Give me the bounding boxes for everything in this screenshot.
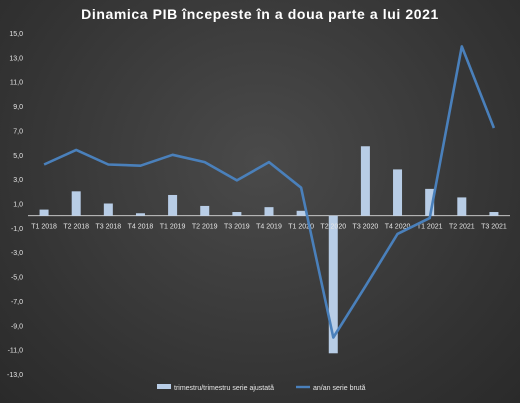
y-tick-label: 3,0 bbox=[13, 177, 23, 184]
bar-mark bbox=[264, 207, 274, 216]
y-tick-label: 1,0 bbox=[13, 202, 23, 209]
bar-mark bbox=[360, 146, 370, 216]
y-tick-label: -11,0 bbox=[8, 348, 24, 355]
x-tick-label: T3 2020 bbox=[353, 224, 379, 231]
x-tick-label: T4 2020 bbox=[385, 224, 411, 231]
bar-mark bbox=[232, 212, 242, 216]
bar-mark bbox=[71, 191, 81, 216]
y-tick-label: -7,0 bbox=[11, 299, 23, 306]
bar-mark bbox=[168, 194, 178, 216]
x-tick-label: T1 2019 bbox=[160, 224, 186, 231]
x-tick-label: T2 2018 bbox=[63, 224, 89, 231]
bar-mark bbox=[296, 210, 306, 216]
bar-mark bbox=[489, 212, 499, 216]
legend-swatch-bars bbox=[157, 384, 171, 389]
x-tick-label: T2 2019 bbox=[192, 224, 218, 231]
legend-label-line: an/an serie brută bbox=[313, 385, 366, 392]
y-tick-label: -1,0 bbox=[11, 226, 23, 233]
y-tick-label: 7,0 bbox=[13, 128, 23, 135]
x-tick-label: T3 2019 bbox=[224, 224, 250, 231]
y-tick-label: -5,0 bbox=[11, 275, 23, 282]
y-tick-label: -13,0 bbox=[7, 372, 23, 379]
y-tick-label: 9,0 bbox=[13, 104, 23, 111]
x-tick-label: T4 2018 bbox=[128, 224, 154, 231]
x-tick-label: T1 2021 bbox=[417, 224, 443, 231]
y-tick-label: -3,0 bbox=[11, 250, 23, 257]
x-tick-label: T3 2018 bbox=[95, 224, 121, 231]
bar-mark bbox=[393, 169, 403, 216]
bar-mark bbox=[135, 213, 145, 216]
bar-mark bbox=[200, 205, 210, 216]
y-tick-label: 11,0 bbox=[10, 80, 23, 87]
bar-mark bbox=[103, 203, 113, 216]
bar-mark bbox=[39, 209, 49, 216]
y-tick-label: -9,0 bbox=[11, 323, 23, 330]
x-tick-label: T1 2018 bbox=[31, 224, 57, 231]
chart-title: Dinamica PIB începeste în a doua parte a… bbox=[81, 6, 439, 22]
x-tick-label: T1 2020 bbox=[288, 224, 314, 231]
bar-mark bbox=[457, 197, 467, 216]
y-tick-label: 13,0 bbox=[9, 55, 23, 62]
bar-mark bbox=[328, 215, 338, 354]
legend-label-bars: trimestru/trimestru serie ajustată bbox=[174, 385, 274, 392]
y-tick-label: 15,0 bbox=[9, 31, 23, 38]
x-tick-label: T2 2020 bbox=[320, 224, 346, 231]
series-line bbox=[43, 45, 496, 339]
bar-mark bbox=[425, 188, 435, 216]
y-tick-label: 5,0 bbox=[13, 153, 23, 160]
x-tick-label: T4 2019 bbox=[256, 224, 282, 231]
x-tick-label: T3 2021 bbox=[481, 224, 507, 231]
x-tick-label: T2 2021 bbox=[449, 224, 475, 231]
